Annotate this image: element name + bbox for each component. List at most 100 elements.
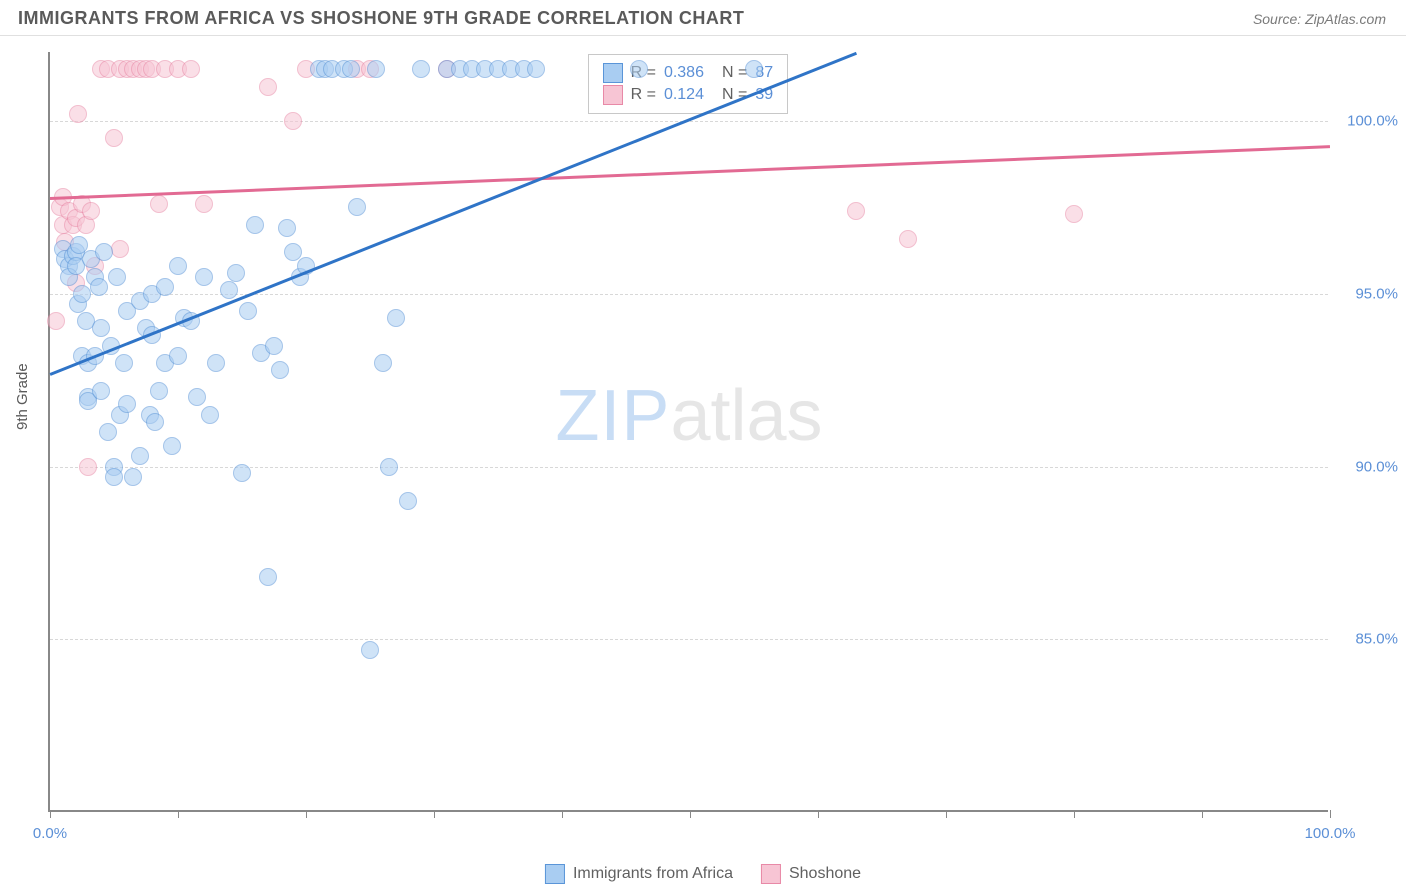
data-point	[847, 202, 865, 220]
data-point	[73, 285, 91, 303]
data-point	[182, 60, 200, 78]
r-label: R =	[631, 86, 656, 104]
data-point	[220, 281, 238, 299]
scatter-chart: ZIPatlas R =0.386N =87R =0.124N =39 85.0…	[48, 52, 1328, 812]
source-name: ZipAtlas.com	[1305, 11, 1386, 27]
data-point	[399, 492, 417, 510]
data-point	[361, 641, 379, 659]
data-point	[195, 195, 213, 213]
legend-item-africa: Immigrants from Africa	[545, 864, 733, 884]
x-tick	[306, 810, 307, 818]
y-tick-label: 100.0%	[1338, 113, 1398, 130]
data-point	[899, 230, 917, 248]
data-point	[131, 447, 149, 465]
gridline	[50, 294, 1328, 295]
data-point	[115, 354, 133, 372]
data-point	[111, 240, 129, 258]
data-point	[124, 468, 142, 486]
x-tick	[818, 810, 819, 818]
data-point	[630, 60, 648, 78]
data-point	[150, 382, 168, 400]
chart-header: IMMIGRANTS FROM AFRICA VS SHOSHONE 9TH G…	[0, 0, 1406, 36]
data-point	[188, 388, 206, 406]
data-point	[108, 268, 126, 286]
x-tick	[1330, 810, 1331, 818]
data-point	[118, 395, 136, 413]
data-point	[90, 278, 108, 296]
data-point	[156, 278, 174, 296]
data-point	[239, 302, 257, 320]
x-tick	[690, 810, 691, 818]
y-tick-label: 90.0%	[1338, 458, 1398, 475]
x-tick	[178, 810, 179, 818]
series-legend: Immigrants from Africa Shoshone	[545, 864, 861, 884]
data-point	[246, 216, 264, 234]
legend-swatch	[603, 63, 623, 83]
data-point	[150, 195, 168, 213]
y-tick-label: 95.0%	[1338, 285, 1398, 302]
gridline	[50, 639, 1328, 640]
x-tick	[434, 810, 435, 818]
data-point	[169, 257, 187, 275]
x-tick-label: 100.0%	[1305, 825, 1356, 842]
data-point	[342, 60, 360, 78]
watermark-atlas: atlas	[670, 376, 822, 456]
data-point	[527, 60, 545, 78]
data-point	[99, 423, 117, 441]
y-tick-label: 85.0%	[1338, 631, 1398, 648]
data-point	[92, 319, 110, 337]
legend-swatch-africa	[545, 864, 565, 884]
data-point	[195, 268, 213, 286]
data-point	[387, 309, 405, 327]
data-point	[374, 354, 392, 372]
trend-line	[50, 52, 857, 376]
y-axis-label: 9th Grade	[14, 363, 31, 430]
data-point	[380, 458, 398, 476]
data-point	[1065, 205, 1083, 223]
x-tick	[1074, 810, 1075, 818]
data-point	[367, 60, 385, 78]
chart-title: IMMIGRANTS FROM AFRICA VS SHOSHONE 9TH G…	[18, 8, 744, 29]
data-point	[284, 112, 302, 130]
legend-label-africa: Immigrants from Africa	[573, 865, 733, 883]
legend-swatch	[603, 85, 623, 105]
data-point	[95, 243, 113, 261]
x-tick	[946, 810, 947, 818]
data-point	[169, 347, 187, 365]
data-point	[265, 337, 283, 355]
data-point	[92, 382, 110, 400]
legend-item-shoshone: Shoshone	[761, 864, 861, 884]
data-point	[69, 105, 87, 123]
data-point	[79, 458, 97, 476]
x-tick	[562, 810, 563, 818]
data-point	[745, 60, 763, 78]
data-point	[105, 129, 123, 147]
data-point	[82, 202, 100, 220]
data-point	[201, 406, 219, 424]
data-point	[348, 198, 366, 216]
legend-swatch-shoshone	[761, 864, 781, 884]
watermark: ZIPatlas	[555, 375, 822, 457]
n-label: N =	[722, 64, 747, 82]
watermark-zip: ZIP	[555, 376, 670, 456]
legend-label-shoshone: Shoshone	[789, 865, 861, 883]
r-value: 0.386	[664, 64, 704, 82]
data-point	[271, 361, 289, 379]
gridline	[50, 121, 1328, 122]
data-point	[233, 464, 251, 482]
trend-line	[50, 145, 1330, 199]
data-point	[105, 468, 123, 486]
data-point	[47, 312, 65, 330]
r-value: 0.124	[664, 86, 704, 104]
data-point	[412, 60, 430, 78]
data-point	[259, 78, 277, 96]
data-point	[146, 413, 164, 431]
source-attribution: Source: ZipAtlas.com	[1253, 11, 1386, 27]
x-tick-label: 0.0%	[33, 825, 67, 842]
x-tick	[50, 810, 51, 818]
source-prefix: Source:	[1253, 11, 1305, 27]
x-tick	[1202, 810, 1203, 818]
data-point	[163, 437, 181, 455]
data-point	[259, 568, 277, 586]
data-point	[227, 264, 245, 282]
